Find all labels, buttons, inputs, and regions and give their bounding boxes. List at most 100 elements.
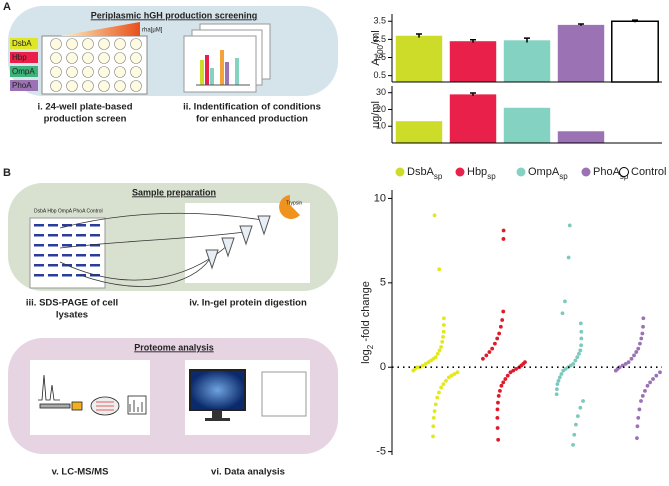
plate-label: Hbp — [12, 53, 27, 62]
gel-band — [90, 234, 100, 237]
point — [639, 399, 643, 403]
point — [572, 432, 577, 437]
plate-label-bg — [10, 52, 38, 63]
point — [498, 324, 503, 329]
point — [632, 353, 636, 358]
wells — [50, 38, 142, 92]
point — [503, 377, 508, 381]
point — [440, 340, 445, 344]
point — [496, 400, 500, 405]
point — [449, 373, 454, 378]
caption: ii. Indentification of conditions — [183, 102, 321, 113]
point — [566, 255, 571, 260]
caption: for enhanced production — [196, 114, 308, 125]
point — [640, 394, 645, 398]
point — [561, 368, 566, 373]
label-part: 600 — [376, 44, 385, 58]
point — [613, 368, 618, 373]
point — [560, 311, 565, 316]
well — [50, 80, 62, 92]
caption: iv. In-gel protein digestion — [189, 298, 307, 309]
point — [579, 329, 584, 334]
point — [484, 353, 489, 358]
mini-plot — [261, 371, 307, 417]
point — [578, 405, 583, 410]
point — [571, 442, 575, 447]
point — [645, 383, 650, 388]
point — [635, 424, 640, 429]
gel-band — [34, 244, 44, 247]
point — [487, 350, 492, 354]
legend-text: sp — [559, 172, 568, 181]
label-part: /ml — [370, 30, 382, 45]
gel-band — [90, 264, 100, 267]
point — [490, 346, 495, 351]
gel-band — [76, 244, 86, 247]
well — [50, 66, 62, 78]
error-bar — [524, 37, 530, 43]
gel-band — [48, 244, 58, 247]
well — [82, 66, 94, 78]
tubes — [205, 215, 271, 270]
point — [444, 378, 448, 383]
bar — [395, 35, 443, 82]
error-bar — [470, 92, 476, 96]
point — [636, 346, 641, 351]
gel-band — [90, 224, 100, 227]
point — [452, 372, 457, 376]
point — [437, 390, 441, 395]
point — [578, 321, 583, 326]
point — [432, 213, 437, 218]
legend-marker — [455, 167, 465, 177]
enzyme-label: Trypsin — [286, 200, 302, 206]
point — [495, 415, 500, 420]
gel-band — [62, 234, 72, 237]
gel-band — [48, 264, 58, 267]
plate-label: OmpA — [12, 67, 35, 76]
point — [575, 414, 580, 419]
point — [511, 368, 516, 373]
gel-band — [34, 254, 44, 257]
panel-letter: B — [3, 167, 11, 179]
point — [575, 355, 580, 360]
gel-band — [90, 244, 100, 247]
plate-labels: DsbA Hbp OmpA PhoA — [10, 38, 38, 91]
point — [638, 341, 642, 346]
point — [578, 348, 583, 353]
point — [629, 356, 634, 361]
y-tick-label: -5 — [376, 446, 386, 458]
gradient-label: rha[µM] — [142, 28, 163, 34]
point — [577, 351, 581, 356]
well — [130, 66, 142, 78]
gradient — [60, 22, 140, 36]
point — [573, 358, 578, 363]
panel-title: Sample preparation — [132, 187, 216, 197]
legend-marker — [581, 167, 591, 177]
bar — [449, 94, 497, 143]
legend-text: DsbA — [407, 166, 435, 178]
well — [98, 80, 110, 92]
well — [114, 80, 126, 92]
y-axis-label: A600/ml — [370, 30, 385, 65]
gel-bands — [34, 224, 100, 277]
point — [635, 436, 639, 441]
caption: production screen — [44, 114, 127, 125]
well — [98, 38, 110, 50]
point — [432, 409, 437, 414]
well — [66, 38, 78, 50]
y-tick-label: 30 — [376, 87, 386, 97]
legend-label: DsbAsp — [407, 166, 443, 181]
point — [495, 407, 500, 412]
legend-marker — [395, 167, 405, 177]
gel-band — [76, 264, 86, 267]
legend-text: sp — [487, 172, 496, 181]
point — [441, 334, 445, 339]
lane-labels: DsbA Hbp OmpA PhoA Control — [34, 208, 103, 214]
y-tick-label: 10 — [374, 192, 386, 204]
point — [556, 378, 561, 383]
point — [557, 375, 562, 380]
legend-text: OmpA — [528, 166, 560, 178]
point — [496, 437, 501, 442]
point — [498, 388, 502, 393]
